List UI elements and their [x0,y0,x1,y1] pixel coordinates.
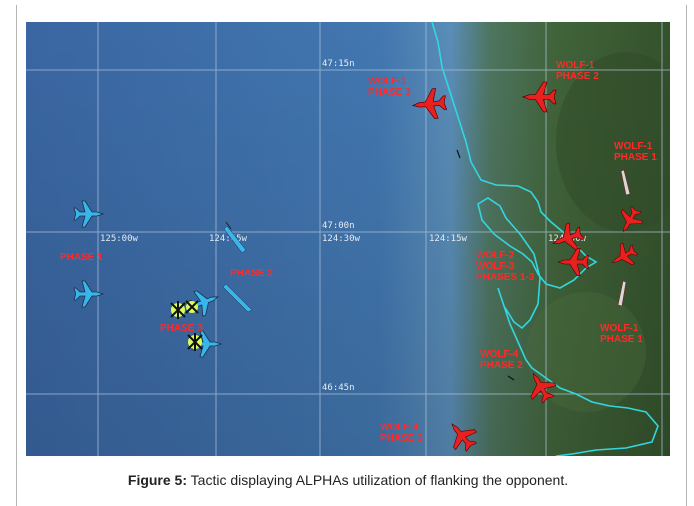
label-wolf1-phase1-bottom: WOLF-1 PHASE 1 [600,323,643,345]
svg-text:WOLF-2: WOLF-2 [476,250,515,261]
svg-text:WOLF-1: WOLF-1 [600,323,639,334]
svg-text:WOLF-4: WOLF-4 [380,422,419,433]
missile-trail [225,221,232,230]
missile-trail [507,375,515,381]
lon-label-124-45: 124:45w [209,234,248,244]
svg-text:WOLF-1: WOLF-1 [614,141,653,152]
svg-text:PHASE 3: PHASE 3 [380,433,423,444]
caption-text: Tactic displaying ALPHAs utilization of … [190,472,569,488]
svg-text:PHASE 2: PHASE 2 [480,360,523,371]
svg-text:PHASE 1: PHASE 1 [600,334,643,345]
label-wolf1-phase3: WOLF-1 PHASE 3 [368,76,411,98]
missile-icon [617,169,631,307]
lat-label-47-00: 47:00n [322,221,355,231]
svg-text:WOLF-1: WOLF-1 [368,76,407,87]
lat-label-46-45: 46:45n [322,383,355,393]
svg-text:PHASE 3: PHASE 3 [368,87,411,98]
kill-marker-icon [170,300,203,351]
label-blue-phase-2: PHASE 2 [230,268,273,279]
tactical-map: 47:15n 47:00n 46:45n 125:00w 124:45w 124… [26,22,670,456]
lat-label-47-15: 47:15n [322,59,355,69]
figure-label: Figure 5: [127,472,188,488]
svg-text:PHASE 2: PHASE 2 [556,71,599,82]
label-wolf1-phase2: WOLF-1 PHASE 2 [556,60,599,82]
label-blue-phase-3: PHASE 3 [160,323,203,334]
missile-icon [222,225,253,313]
label-wolf4-phase2: WOLF-4 PHASE 2 [480,349,523,371]
missile-trail [456,149,461,159]
svg-text:WOLF-1: WOLF-1 [556,60,595,71]
figure-frame [16,5,687,506]
lon-label-124-15: 124:15w [429,234,468,244]
svg-text:WOLF-3: WOLF-3 [476,261,515,272]
label-wolf1-phase1-top: WOLF-1 PHASE 1 [614,141,657,163]
svg-text:PHASE 1: PHASE 1 [614,152,657,163]
label-blue-phase-1: PHASE 1 [60,252,103,263]
lon-label-124-30: 124:30w [322,234,361,244]
label-wolf4-phase3: WOLF-4 PHASE 3 [380,422,423,444]
coastline [431,22,659,456]
svg-text:WOLF-4: WOLF-4 [480,349,519,360]
figure-caption: Figure 5: Tactic displaying ALPHAs utili… [26,472,670,488]
label-wolf23: WOLF-2 WOLF-3 PHASES 1-3 [476,250,535,283]
svg-text:PHASES 1-3: PHASES 1-3 [476,272,535,283]
lon-label-125-00: 125:00w [100,234,139,244]
